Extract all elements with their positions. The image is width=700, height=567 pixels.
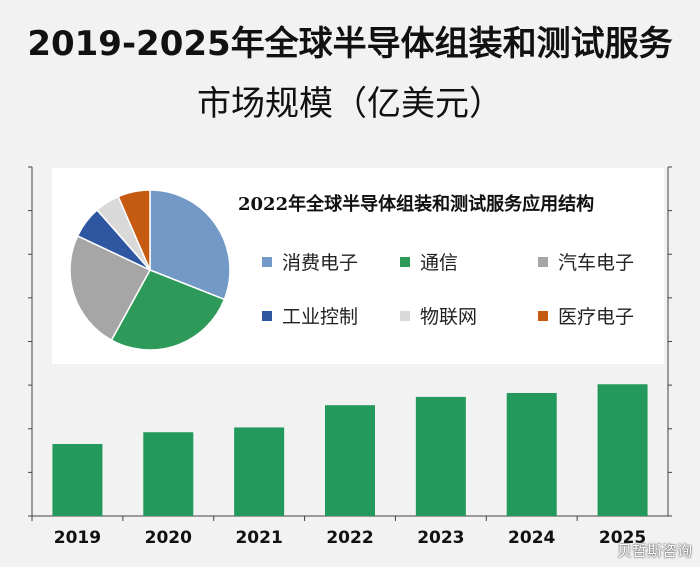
legend-item-2: 通信 [400,248,458,275]
x-tick-label-2024: 2024 [508,528,555,548]
legend-label: 通信 [420,252,459,274]
bar-2020 [143,432,194,516]
pie-inset: 2022年全球半导体组装和测试服务应用结构 消费电子 通信 汽车电子工业控制 物联网 医… [52,168,664,364]
legend-label: 汽车电子 [558,252,635,274]
legend-swatch [400,310,410,321]
pie-chart [69,189,231,351]
x-tick-label-2021: 2021 [235,528,282,548]
legend-label: 消费电子 [282,252,359,274]
legend-swatch [538,256,548,267]
legend-swatch [262,310,272,321]
title-year-range: 2019-2025 [27,24,231,64]
x-tick-label-2023: 2023 [417,528,464,548]
x-tick-label-2022: 2022 [326,528,373,548]
x-tick-label-2020: 2020 [145,528,192,548]
chart-title-line1: 2019-2025年全球半导体组装和测试服务 [0,16,700,65]
bar-2019 [52,444,103,516]
pie-slice-3 [69,234,152,342]
x-tick-label-2025: 2025 [599,528,646,548]
bar-2022 [325,405,375,516]
legend-item-3: 汽车电子 [538,248,634,275]
pie-title: 2022年全球半导体组装和测试服务应用结构 [238,194,595,215]
legend-label: 物联网 [420,306,478,328]
pie-slice-1 [149,189,231,301]
chart-title-line2: 市场规模（亿美元） [197,84,503,124]
legend-item-6: 医疗电子 [538,302,634,329]
bar-2023 [415,396,466,516]
bar-2024 [506,392,557,516]
watermark: 贝哲斯咨询 [616,542,692,560]
legend-swatch [262,256,272,267]
legend-item-4: 工业控制 [262,302,358,329]
bar-2025 [597,384,648,516]
x-tick-label-2019: 2019 [54,528,101,548]
legend-item-1: 消费电子 [262,248,358,275]
legend-label: 工业控制 [282,306,359,328]
title-text: 年全球半导体组装和测试服务 [230,24,673,64]
legend-swatch [400,256,410,267]
legend-item-5: 物联网 [400,302,477,329]
bar-2021 [234,427,285,516]
pie-slice-6 [117,189,151,271]
legend-label: 医疗电子 [558,306,635,328]
legend-swatch [538,310,548,321]
